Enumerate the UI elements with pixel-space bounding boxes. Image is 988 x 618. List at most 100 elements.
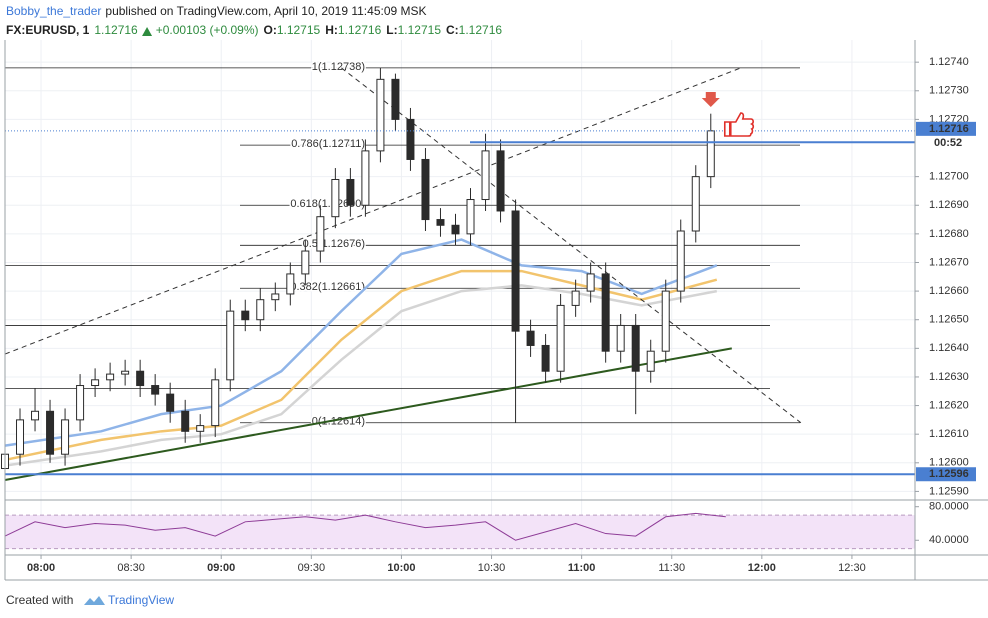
- candle-body: [181, 410, 190, 432]
- ohlc: O:1.12715 H:1.12716 L:1.12715 C:1.12716: [263, 23, 502, 37]
- x-tick-label: 11:00: [568, 562, 596, 574]
- candle-body: [586, 273, 595, 292]
- y-tick-label: 1.12730: [929, 85, 969, 97]
- fib-label: 0(1.12614): [312, 416, 365, 428]
- y-tick-label: 1.12700: [929, 171, 969, 183]
- candle-body: [241, 310, 250, 321]
- y-tick-label: 1.12630: [929, 371, 969, 383]
- candle-body: [646, 350, 655, 372]
- footer-text: Created with: [6, 593, 73, 607]
- candle-body: [436, 219, 445, 226]
- fib-label: 0.5(1.12676): [303, 238, 365, 250]
- x-tick-label: 08:00: [27, 562, 55, 574]
- y-tick-label: 1.12690: [929, 199, 969, 211]
- y-tick-label: 1.12740: [929, 56, 969, 68]
- header-line: Bobby_the_trader published on TradingView…: [6, 4, 427, 18]
- moving-average: [4, 284, 718, 467]
- candle-body: [376, 78, 385, 152]
- candle-body: [661, 290, 670, 352]
- fib-label: 0.786(1.12711): [291, 138, 365, 150]
- x-tick-label: 12:00: [748, 562, 776, 574]
- candle-body: [391, 78, 400, 120]
- price: 1.12716: [94, 23, 138, 37]
- fib-label: 1(1.12738): [312, 61, 365, 73]
- candle-body: [706, 130, 715, 178]
- ohlc-value: 1.12716: [338, 23, 382, 37]
- candle-body: [76, 385, 85, 421]
- candle-body: [526, 330, 535, 346]
- candle-body: [166, 393, 175, 412]
- y-tick-label: 1.12620: [929, 399, 969, 411]
- trendline: [341, 67, 802, 424]
- candle-body: [541, 344, 550, 372]
- candle-body: [556, 304, 565, 372]
- x-tick-label: 08:30: [117, 562, 145, 574]
- trendline: [4, 67, 741, 355]
- footer-brand[interactable]: TradingView: [108, 593, 174, 607]
- symbol: FX:EURUSD, 1: [6, 23, 90, 37]
- ohlc-label: O:: [263, 23, 276, 37]
- candle-body: [451, 224, 460, 235]
- candle-body: [361, 150, 370, 206]
- published: published on TradingView.com, April 10, …: [105, 4, 426, 18]
- tradingview-logo: [84, 596, 105, 605]
- candle-body: [286, 273, 295, 295]
- ohlc-label: C:: [446, 23, 459, 37]
- symbol-line: FX:EURUSD, 1 1.12716 +0.00103 (+0.09%) O:1.…: [6, 23, 502, 37]
- candle-body: [211, 379, 220, 427]
- candle-body: [256, 299, 265, 321]
- countdown-box: [916, 135, 976, 150]
- change: +0.00103 (+0.09%): [156, 23, 259, 37]
- rsi-band: [5, 515, 915, 549]
- rsi-line: [4, 512, 726, 541]
- candle-body: [406, 118, 415, 160]
- candle-body: [616, 324, 625, 352]
- candle-body: [271, 293, 280, 301]
- trendline: [4, 347, 732, 481]
- x-tick-label: 10:30: [478, 562, 506, 574]
- candle-body: [16, 419, 25, 455]
- candle-body: [301, 250, 310, 275]
- candle-body: [631, 324, 640, 372]
- ohlc-label: H:: [325, 23, 338, 37]
- candle-body: [346, 178, 355, 206]
- ohlc-value: 1.12715: [277, 23, 321, 37]
- candle-body: [151, 385, 160, 395]
- level-label: 1.12596: [929, 468, 969, 480]
- candle-body: [331, 178, 340, 218]
- ohlc-value: 1.12715: [398, 23, 442, 37]
- change-arrow: [142, 27, 153, 36]
- candle-body: [91, 379, 100, 387]
- signal-arrow: [701, 92, 720, 107]
- plot: 08:00 08:30 09:00 09:30 10:00 10:30 11:00 11:30…: [1, 40, 969, 574]
- ohlc-value: 1.12716: [459, 23, 503, 37]
- y-tick-label: 1.12600: [929, 457, 969, 469]
- fib-label: 0.382(1.12661): [290, 281, 365, 293]
- candle-body: [46, 410, 55, 455]
- countdown: 00:52: [934, 137, 962, 149]
- x-tick-label: 11:30: [658, 562, 685, 574]
- candle-body: [511, 210, 520, 332]
- level-box: [916, 467, 976, 482]
- y-tick-label: 1.12640: [929, 342, 969, 354]
- x-tick-label: 09:00: [207, 562, 235, 574]
- candle-body: [571, 290, 580, 306]
- rsi-tick-label: 80.0000: [929, 501, 969, 513]
- candle-body: [676, 230, 685, 292]
- candle-body: [31, 410, 40, 421]
- candle-body: [196, 425, 205, 432]
- thumbs-up: [723, 112, 755, 137]
- candle-body: [466, 199, 475, 235]
- last-price-label: 1.12716: [929, 123, 969, 135]
- ohlc-label: L:: [386, 23, 397, 37]
- candle-body: [421, 158, 430, 221]
- author[interactable]: Bobby_the_trader: [6, 4, 101, 18]
- x-tick-label: 09:30: [298, 562, 326, 574]
- candle-body: [61, 419, 70, 455]
- candle-body: [481, 150, 490, 201]
- candle-body: [136, 370, 145, 387]
- y-tick-label: 1.12610: [929, 428, 969, 440]
- candle-body: [316, 216, 325, 252]
